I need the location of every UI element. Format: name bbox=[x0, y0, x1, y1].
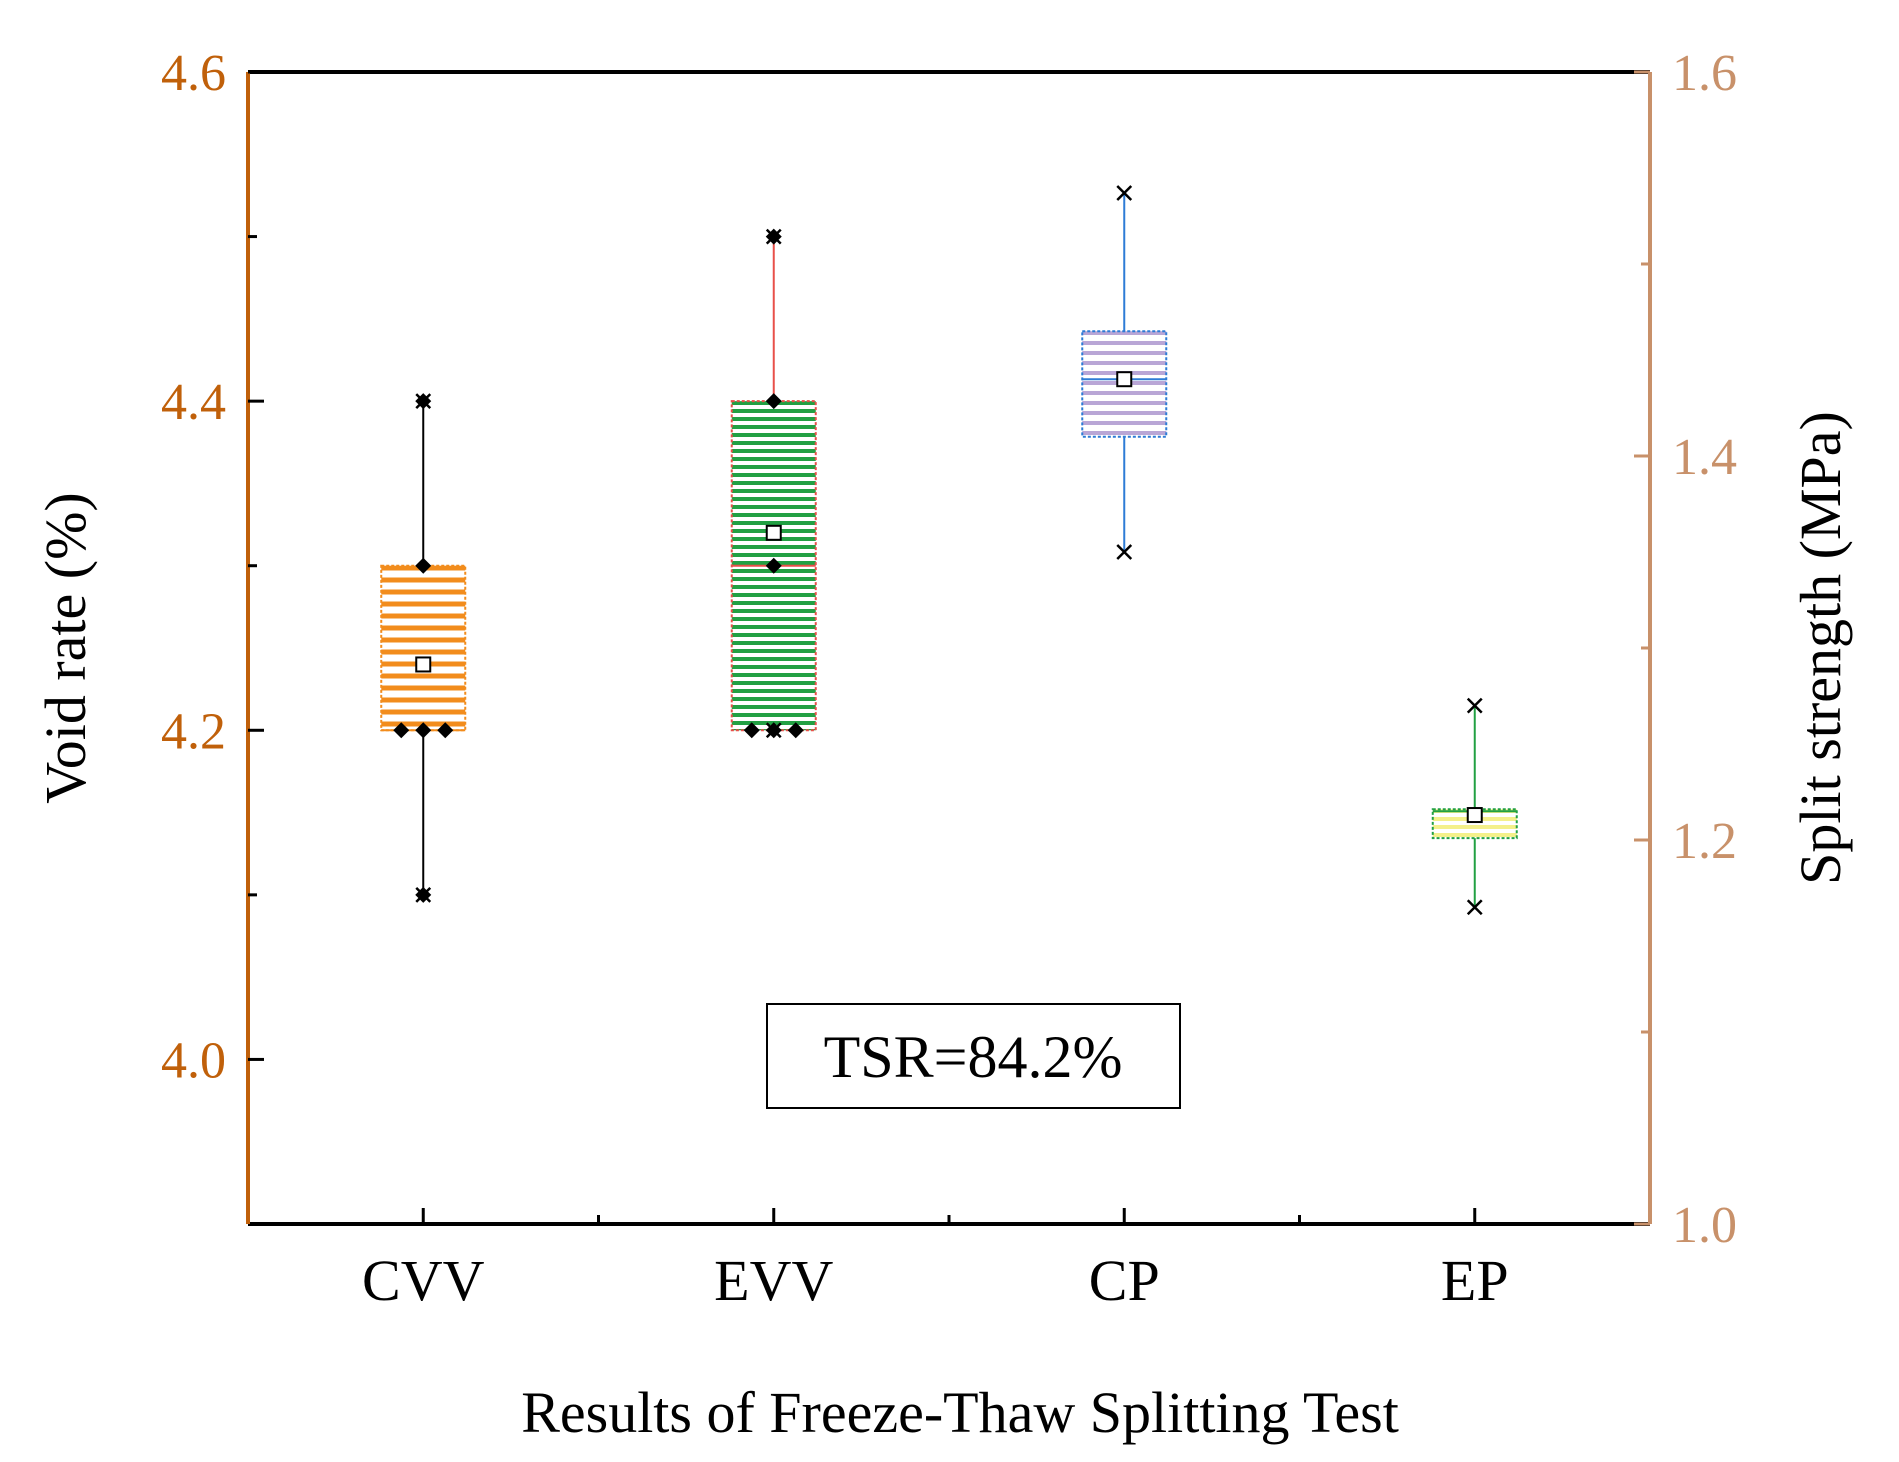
mean-marker bbox=[1466, 807, 1483, 824]
extreme-marker bbox=[415, 393, 432, 410]
right-axis-ticks: 1.0 1.2 1.4 1.6 bbox=[1634, 45, 1737, 1254]
mean-marker bbox=[415, 656, 432, 673]
mean-marker bbox=[1116, 371, 1133, 388]
tsr-annotation-box bbox=[766, 1003, 1181, 1109]
right-tick-label: 1.6 bbox=[1672, 45, 1737, 102]
left-axis-ticks: 4.0 4.2 4.4 4.6 bbox=[161, 45, 264, 1089]
left-tick-label: 4.0 bbox=[161, 1032, 226, 1089]
x-axis-title: Results of Freeze-Thaw Splitting Test bbox=[521, 1380, 1399, 1445]
mean-marker bbox=[765, 524, 782, 541]
box-ep bbox=[1431, 697, 1518, 916]
left-tick-label: 4.4 bbox=[161, 374, 226, 431]
data-point bbox=[415, 722, 432, 739]
box-rect bbox=[380, 564, 467, 732]
right-tick-label: 1.4 bbox=[1672, 429, 1737, 486]
extreme-marker bbox=[765, 228, 782, 245]
right-tick-label: 1.0 bbox=[1672, 1197, 1737, 1254]
x-tick-label: CP bbox=[1089, 1248, 1160, 1313]
left-tick-label: 4.6 bbox=[161, 45, 226, 102]
extreme-marker bbox=[765, 722, 782, 739]
data-point bbox=[765, 557, 782, 574]
extreme-marker bbox=[1466, 899, 1483, 916]
data-point bbox=[765, 393, 782, 410]
extreme-marker bbox=[415, 886, 432, 903]
x-tick-label: EVV bbox=[714, 1248, 833, 1313]
data-point bbox=[415, 557, 432, 574]
x-tick-label: EP bbox=[1441, 1248, 1509, 1313]
extreme-marker bbox=[1116, 185, 1133, 201]
extreme-marker bbox=[1466, 697, 1483, 714]
box-cp bbox=[1081, 185, 1168, 560]
y-right-title: Split strength (MPa) bbox=[1788, 411, 1853, 885]
extreme-marker bbox=[1116, 544, 1133, 560]
x-axis-ticks: CVV EVV CP EP bbox=[362, 1208, 1509, 1313]
left-tick-label: 4.2 bbox=[161, 703, 226, 760]
y-left-title: Void rate (%) bbox=[33, 492, 98, 803]
tsr-annotation: TSR=84.2% bbox=[824, 1024, 1123, 1090]
box-evv bbox=[730, 228, 817, 739]
data-point bbox=[743, 722, 760, 739]
data-point bbox=[437, 722, 454, 739]
boxes-group bbox=[380, 185, 1518, 916]
x-tick-label: CVV bbox=[362, 1248, 485, 1313]
right-tick-label: 1.2 bbox=[1672, 813, 1737, 870]
data-point bbox=[393, 722, 410, 739]
box-cvv bbox=[380, 393, 467, 903]
data-point bbox=[787, 722, 804, 739]
